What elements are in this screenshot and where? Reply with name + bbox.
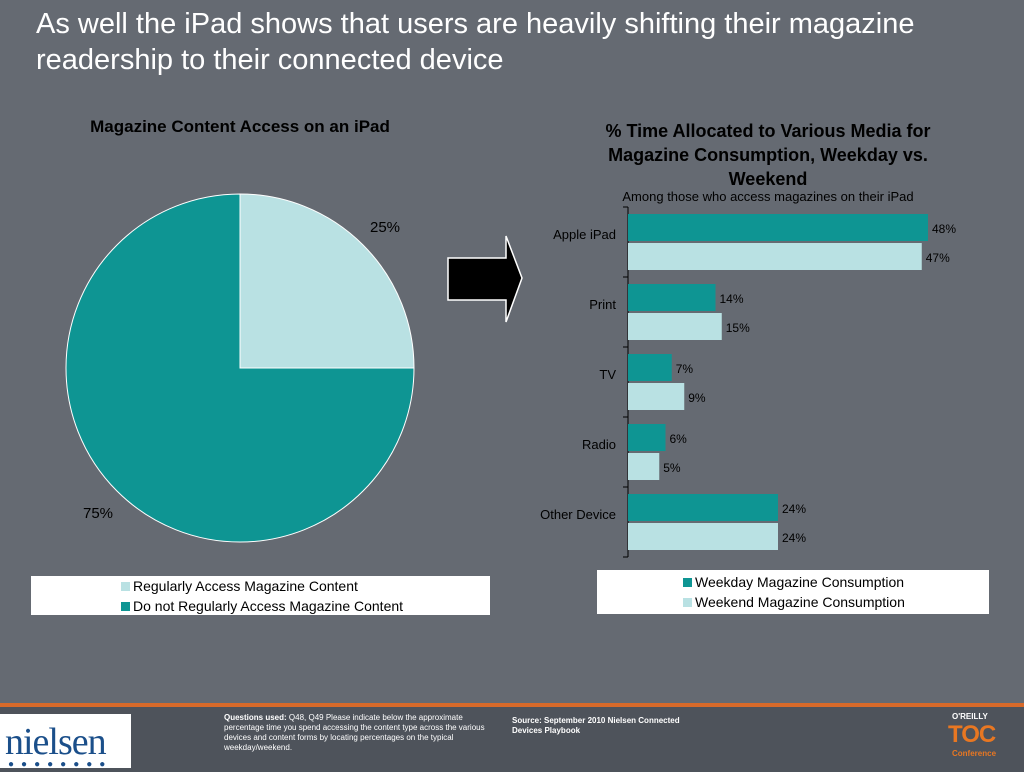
- pie-slice: [239, 193, 415, 369]
- bar: [628, 354, 672, 381]
- questions-label: Questions used:: [224, 713, 287, 722]
- bar: [628, 453, 660, 480]
- category-label: Print: [589, 297, 616, 312]
- bar-legend-item-weekday: Weekday Magazine Consumption: [683, 572, 989, 592]
- oreilly-logo: O'REILLY: [952, 712, 988, 721]
- bar-data-label: 47%: [926, 251, 950, 265]
- bar-chart-title: % Time Allocated to Various Media for Ma…: [605, 121, 931, 189]
- bar-legend: Weekday Magazine Consumption Weekend Mag…: [597, 570, 989, 614]
- bar-legend-label: Weekday Magazine Consumption: [695, 574, 905, 590]
- nielsen-logo-dots: ●●●●●●●●: [8, 759, 113, 770]
- bar: [628, 523, 778, 550]
- legend-swatch-teal: [121, 601, 130, 611]
- pie-legend-item-regular: Regularly Access Magazine Content: [121, 576, 490, 596]
- bar: [628, 214, 928, 241]
- bar-legend-item-weekend: Weekend Magazine Consumption: [683, 592, 989, 612]
- bar-data-label: 24%: [782, 531, 806, 545]
- bar-data-label: 6%: [670, 432, 688, 446]
- pie-legend-label: Regularly Access Magazine Content: [133, 578, 358, 594]
- legend-swatch-light: [683, 597, 692, 607]
- pie-data-label: 25%: [370, 219, 400, 236]
- bar: [628, 243, 922, 270]
- bar-data-label: 48%: [932, 222, 956, 236]
- bar-data-label: 24%: [782, 502, 806, 516]
- bar-data-label: 14%: [720, 292, 744, 306]
- bar: [628, 424, 666, 451]
- category-label: TV: [599, 367, 616, 382]
- pie-legend: Regularly Access Magazine Content Do not…: [31, 576, 490, 615]
- bar-legend-label: Weekend Magazine Consumption: [695, 594, 905, 610]
- toc-conference-label: Conference: [952, 749, 997, 758]
- toc-logo: TOC: [948, 721, 996, 748]
- bar-data-label: 7%: [676, 362, 694, 376]
- legend-swatch-teal: [683, 577, 692, 587]
- nielsen-logo: nielsen ●●●●●●●●: [0, 714, 131, 770]
- legend-swatch-light: [121, 581, 130, 591]
- questions-text: Q48, Q49 Please indicate below the appro…: [224, 713, 485, 752]
- bar: [628, 383, 685, 410]
- category-label: Apple iPad: [553, 227, 616, 242]
- questions-note: Questions used: Q48, Q49 Please indicate…: [224, 713, 486, 753]
- pie-data-label: 75%: [83, 505, 113, 522]
- pie-chart-title: Magazine Content Access on an iPad: [90, 117, 390, 136]
- bar-data-label: 15%: [726, 321, 750, 335]
- nielsen-logo-word: nielsen: [5, 721, 107, 763]
- headline: As well the iPad shows that users are he…: [36, 8, 915, 76]
- bar-data-label: 5%: [663, 461, 681, 475]
- bar-data-label: 9%: [688, 391, 706, 405]
- bar-chart-subtitle: Among those who access magazines on thei…: [622, 189, 914, 204]
- source-note: Source: September 2010 Nielsen Connected…: [512, 716, 680, 735]
- category-label: Radio: [582, 437, 616, 452]
- pie-legend-item-not-regular: Do not Regularly Access Magazine Content: [121, 596, 490, 616]
- pie-slice: [65, 193, 415, 543]
- bar: [628, 313, 722, 340]
- footer-bar: [0, 703, 1024, 772]
- pie-legend-label: Do not Regularly Access Magazine Content: [133, 598, 404, 614]
- category-label: Other Device: [540, 507, 616, 522]
- bar: [628, 284, 716, 311]
- bar: [628, 494, 778, 521]
